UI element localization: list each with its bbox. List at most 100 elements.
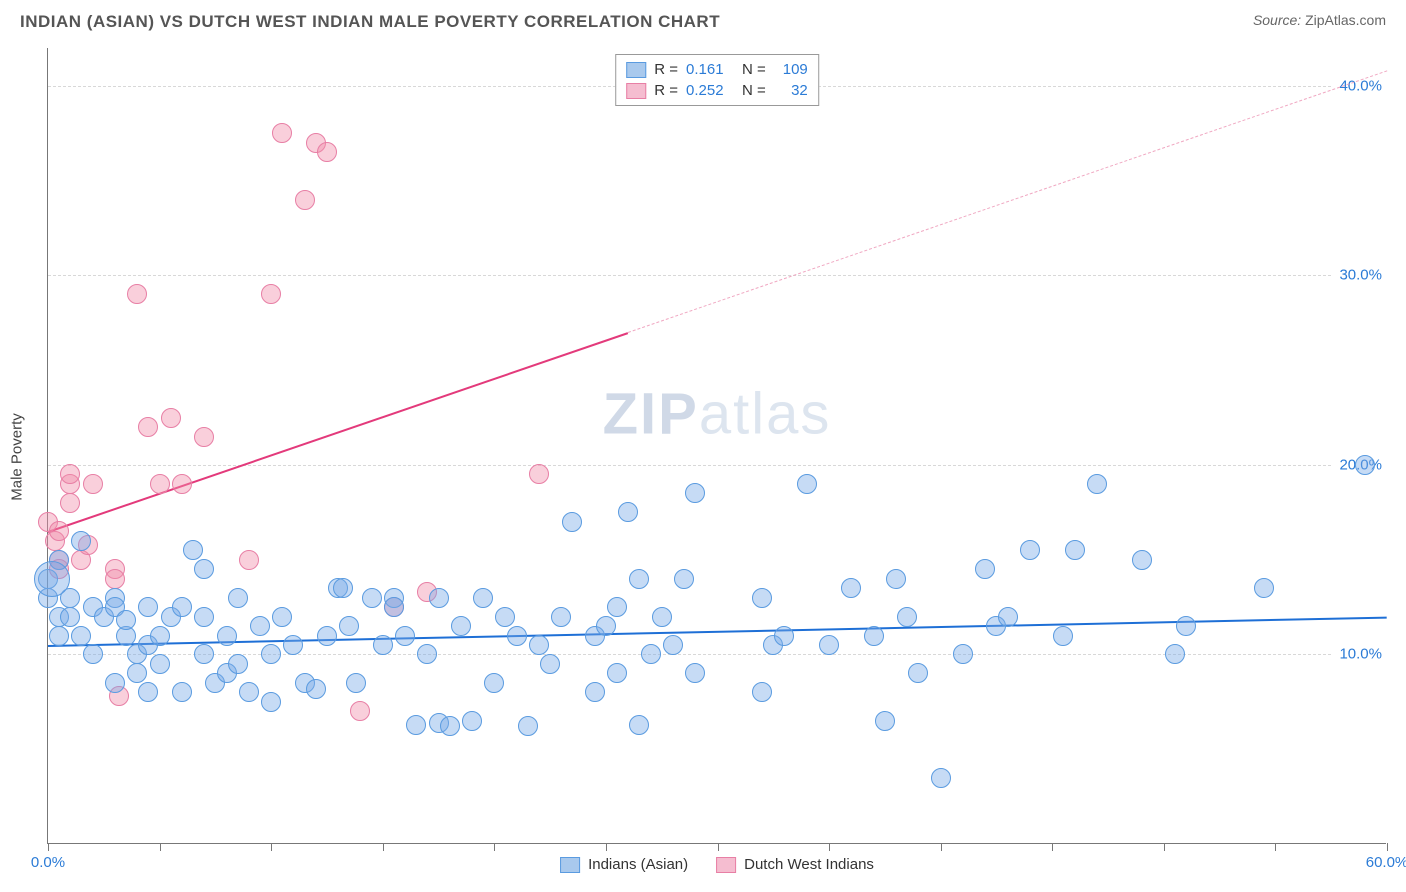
data-point-pink	[105, 569, 125, 589]
trend-line	[48, 332, 629, 533]
source-label: Source:	[1253, 12, 1301, 28]
data-point-blue	[34, 561, 70, 597]
x-tick	[494, 843, 495, 851]
data-point-pink	[150, 474, 170, 494]
data-point-blue	[362, 588, 382, 608]
data-point-blue	[886, 569, 906, 589]
data-point-blue	[1254, 578, 1274, 598]
x-tick	[160, 843, 161, 851]
x-tick	[1052, 843, 1053, 851]
data-point-blue	[228, 588, 248, 608]
data-point-blue	[228, 654, 248, 674]
chart-header: INDIAN (ASIAN) VS DUTCH WEST INDIAN MALE…	[0, 0, 1406, 36]
data-point-blue	[116, 610, 136, 630]
x-tick	[829, 843, 830, 851]
legend-n-value: 32	[774, 82, 808, 99]
data-point-blue	[406, 715, 426, 735]
data-point-blue	[462, 711, 482, 731]
data-point-blue	[685, 663, 705, 683]
series-name: Dutch West Indians	[744, 856, 874, 873]
data-point-blue	[172, 682, 192, 702]
data-point-blue	[752, 588, 772, 608]
gridline	[48, 654, 1386, 655]
data-point-blue	[1132, 550, 1152, 570]
x-tick	[48, 843, 49, 851]
data-point-blue	[529, 635, 549, 655]
watermark-zip: ZIP	[603, 381, 699, 446]
watermark: ZIPatlas	[603, 380, 832, 447]
legend-r-label: R =	[654, 82, 678, 99]
x-tick	[718, 843, 719, 851]
legend-swatch	[560, 857, 580, 873]
data-point-blue	[306, 679, 326, 699]
data-point-blue	[897, 607, 917, 627]
data-point-pink	[161, 408, 181, 428]
data-point-blue	[317, 626, 337, 646]
data-point-blue	[562, 512, 582, 532]
data-point-pink	[261, 284, 281, 304]
data-point-pink	[239, 550, 259, 570]
x-tick	[383, 843, 384, 851]
x-tick	[1164, 843, 1165, 851]
data-point-blue	[1165, 644, 1185, 664]
x-tick-label: 0.0%	[31, 854, 65, 871]
legend-r-label: R =	[654, 61, 678, 78]
data-point-pink	[60, 493, 80, 513]
data-point-pink	[49, 521, 69, 541]
data-point-pink	[194, 427, 214, 447]
data-point-blue	[663, 635, 683, 655]
data-point-blue	[138, 682, 158, 702]
legend-r-value: 0.161	[686, 61, 734, 78]
data-point-blue	[551, 607, 571, 627]
legend-n-label: N =	[742, 82, 766, 99]
legend-swatch	[626, 83, 646, 99]
data-point-blue	[931, 768, 951, 788]
y-tick-label: 10.0%	[1333, 646, 1388, 663]
data-point-blue	[261, 692, 281, 712]
x-tick-label: 60.0%	[1366, 854, 1406, 871]
series-legend-item: Indians (Asian)	[560, 856, 688, 873]
legend-n-value: 109	[774, 61, 808, 78]
data-point-pink	[350, 701, 370, 721]
data-point-pink	[295, 190, 315, 210]
data-point-blue	[150, 654, 170, 674]
data-point-pink	[272, 123, 292, 143]
data-point-pink	[317, 142, 337, 162]
data-point-blue	[373, 635, 393, 655]
gridline	[48, 465, 1386, 466]
data-point-blue	[495, 607, 515, 627]
correlation-legend: R =0.161N =109R =0.252N =32	[615, 54, 819, 106]
data-point-blue	[629, 715, 649, 735]
data-point-blue	[752, 682, 772, 702]
y-tick-label: 30.0%	[1333, 267, 1388, 284]
data-point-blue	[473, 588, 493, 608]
data-point-blue	[1053, 626, 1073, 646]
data-point-blue	[194, 607, 214, 627]
data-point-blue	[864, 626, 884, 646]
data-point-blue	[217, 626, 237, 646]
data-point-blue	[674, 569, 694, 589]
data-point-blue	[975, 559, 995, 579]
data-point-blue	[440, 716, 460, 736]
data-point-blue	[261, 644, 281, 664]
data-point-blue	[1065, 540, 1085, 560]
legend-row: R =0.161N =109	[626, 59, 808, 80]
data-point-blue	[150, 626, 170, 646]
y-axis-label: Male Poverty	[9, 413, 26, 501]
data-point-blue	[774, 626, 794, 646]
data-point-blue	[127, 663, 147, 683]
x-tick	[941, 843, 942, 851]
data-point-blue	[71, 626, 91, 646]
data-point-blue	[607, 663, 627, 683]
x-tick	[606, 843, 607, 851]
data-point-blue	[797, 474, 817, 494]
x-tick	[1275, 843, 1276, 851]
legend-swatch	[716, 857, 736, 873]
source-credit: Source: ZipAtlas.com	[1253, 12, 1386, 28]
source-name: ZipAtlas.com	[1305, 12, 1386, 28]
data-point-blue	[60, 607, 80, 627]
data-point-blue	[540, 654, 560, 674]
data-point-blue	[172, 597, 192, 617]
data-point-blue	[429, 588, 449, 608]
series-name: Indians (Asian)	[588, 856, 688, 873]
